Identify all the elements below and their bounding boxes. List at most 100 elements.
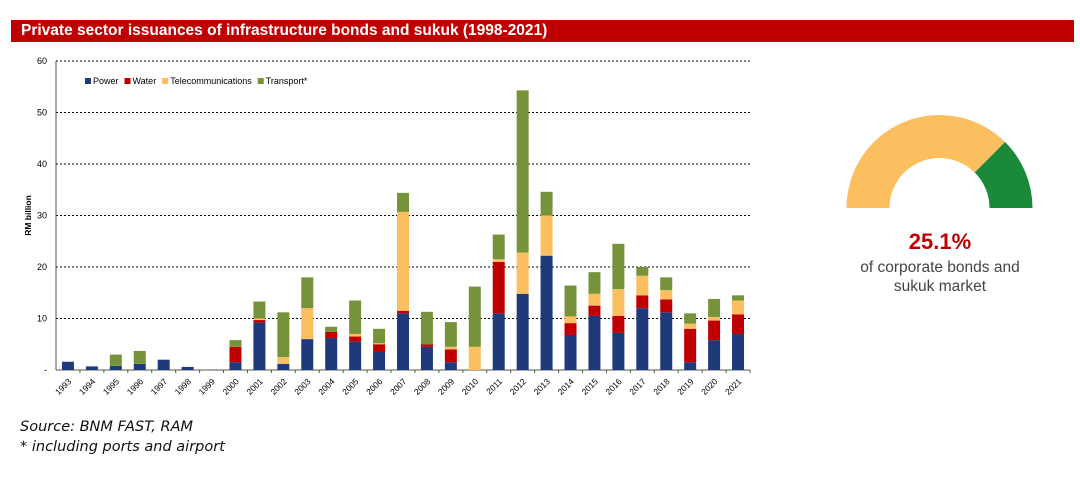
bar-segment-power [708, 340, 721, 370]
bar-segment-telecommunications [684, 323, 697, 329]
bar-segment-transport [708, 298, 721, 317]
bar-segment-telecommunications [397, 211, 409, 311]
bar-segment-power [109, 365, 122, 370]
bar-segment-transport [301, 277, 314, 309]
bar-segment-power [253, 322, 266, 370]
bar-segment-water [349, 336, 362, 342]
bar-segment-water [612, 315, 625, 333]
bar-segment-water [564, 323, 577, 335]
bar-segment-power [229, 362, 242, 370]
bar-segment-power [636, 308, 649, 370]
bar-segment-transport [277, 312, 290, 358]
x-tick-label: 2012 [508, 376, 529, 397]
x-tick-label: 2001 [244, 376, 265, 397]
bar-segment-telecommunications [540, 215, 553, 256]
x-tick-label: 2021 [723, 376, 744, 397]
bar-segment-telecommunications [516, 252, 529, 294]
bar-segment-water [732, 314, 745, 334]
bar-segment-transport [612, 243, 625, 290]
bar-segment-telecommunications [492, 259, 505, 262]
x-tick-label: 2013 [532, 376, 553, 397]
bar-segment-power [516, 293, 529, 370]
gauge-share-segment [974, 142, 1033, 208]
x-tick-label: 1998 [173, 376, 194, 397]
x-tick-label: 2007 [388, 376, 409, 397]
x-tick-label: 2005 [340, 376, 361, 397]
bar-segment-power [301, 339, 314, 370]
bar-segment-water [420, 344, 433, 347]
legend-label: Telecommunications [170, 76, 252, 86]
bar-segment-telecommunications [373, 343, 386, 345]
gauge-caption-line-1: of corporate bonds and [860, 259, 1020, 276]
gauge-caption-line-2: sukuk market [893, 278, 987, 295]
title-bar: Private sector issuances of infrastructu… [11, 20, 1074, 42]
bar-segment-transport [636, 267, 649, 276]
y-axis-title: RM billion [23, 195, 33, 236]
bar-segment-transport [492, 234, 505, 260]
chart-title: Private sector issuances of infrastructu… [21, 22, 548, 39]
legend-swatch [257, 78, 264, 84]
bar-segment-water [492, 261, 505, 314]
x-tick-label: 1997 [149, 376, 170, 397]
gauge-chart [846, 115, 1033, 208]
x-tick-label: 2020 [699, 376, 720, 397]
bar-segment-transport [109, 354, 122, 366]
bar-segment-water [229, 346, 242, 363]
x-tick-label: 2009 [436, 376, 457, 397]
bar-segment-power [133, 363, 146, 370]
bar-segment-power [85, 366, 98, 370]
bar-segment-power [564, 334, 577, 370]
y-tick-label: 20 [37, 262, 47, 272]
bar-segment-water [253, 320, 266, 323]
gauge-caption: of corporate bonds and sukuk market [830, 258, 1050, 296]
x-tick-label: 1993 [53, 376, 74, 397]
bar-segment-power [444, 362, 457, 370]
legend-label: Transport* [266, 76, 308, 86]
bar-segment-power [588, 315, 601, 370]
bar-segment-transport [588, 272, 601, 294]
bar-segment-telecommunications [636, 275, 649, 296]
bar-segment-transport [325, 326, 338, 332]
x-tick-label: 2003 [292, 376, 313, 397]
x-tick-label: 1995 [101, 376, 122, 397]
bar-segment-power [732, 333, 745, 370]
bar-segment-transport [133, 350, 146, 364]
bar-segment-water [660, 299, 673, 313]
legend-label: Water [133, 76, 157, 86]
gauge-rest-segment [846, 115, 1006, 208]
bar-segment-water [684, 328, 697, 363]
bar-segment-telecommunications [468, 346, 481, 370]
bar-segment-power [492, 313, 505, 370]
bar-segment-transport [420, 311, 433, 345]
bar-segment-telecommunications [660, 290, 673, 300]
bar-segment-telecommunications [253, 318, 266, 321]
bar-segment-water [444, 349, 457, 363]
bar-segment-power [61, 361, 74, 370]
bar-segment-transport [564, 285, 577, 317]
bar-segment-telecommunications [349, 333, 362, 337]
bar-segment-power [684, 362, 697, 370]
bar-segment-transport [660, 277, 673, 291]
bar-segment-power [420, 346, 433, 370]
x-tick-label: 2000 [220, 376, 241, 397]
x-tick-label: 1999 [197, 376, 218, 397]
bar-segment-telecommunications [564, 316, 577, 324]
x-tick-label: 2010 [460, 376, 481, 397]
bar-segment-telecommunications [708, 316, 721, 321]
footnote: * including ports and airport [20, 439, 225, 455]
bar-segment-transport [516, 90, 529, 253]
bar-segment-transport [468, 286, 481, 347]
x-tick-label: 2015 [579, 376, 600, 397]
y-tick-label: - [44, 365, 47, 375]
bar-segment-telecommunications [301, 308, 314, 340]
gauge-value: 25.1% [908, 229, 972, 254]
bar-segment-power [349, 341, 362, 370]
bar-segment-water [588, 305, 601, 316]
bar-segment-power [397, 313, 409, 370]
bar-segment-power [181, 366, 194, 370]
bar-segment-power [157, 359, 170, 370]
bar-segment-water [373, 344, 386, 352]
bar-segment-telecommunications [732, 300, 745, 315]
bar-segment-telecommunications [588, 293, 601, 306]
legend-label: Power [93, 76, 119, 86]
